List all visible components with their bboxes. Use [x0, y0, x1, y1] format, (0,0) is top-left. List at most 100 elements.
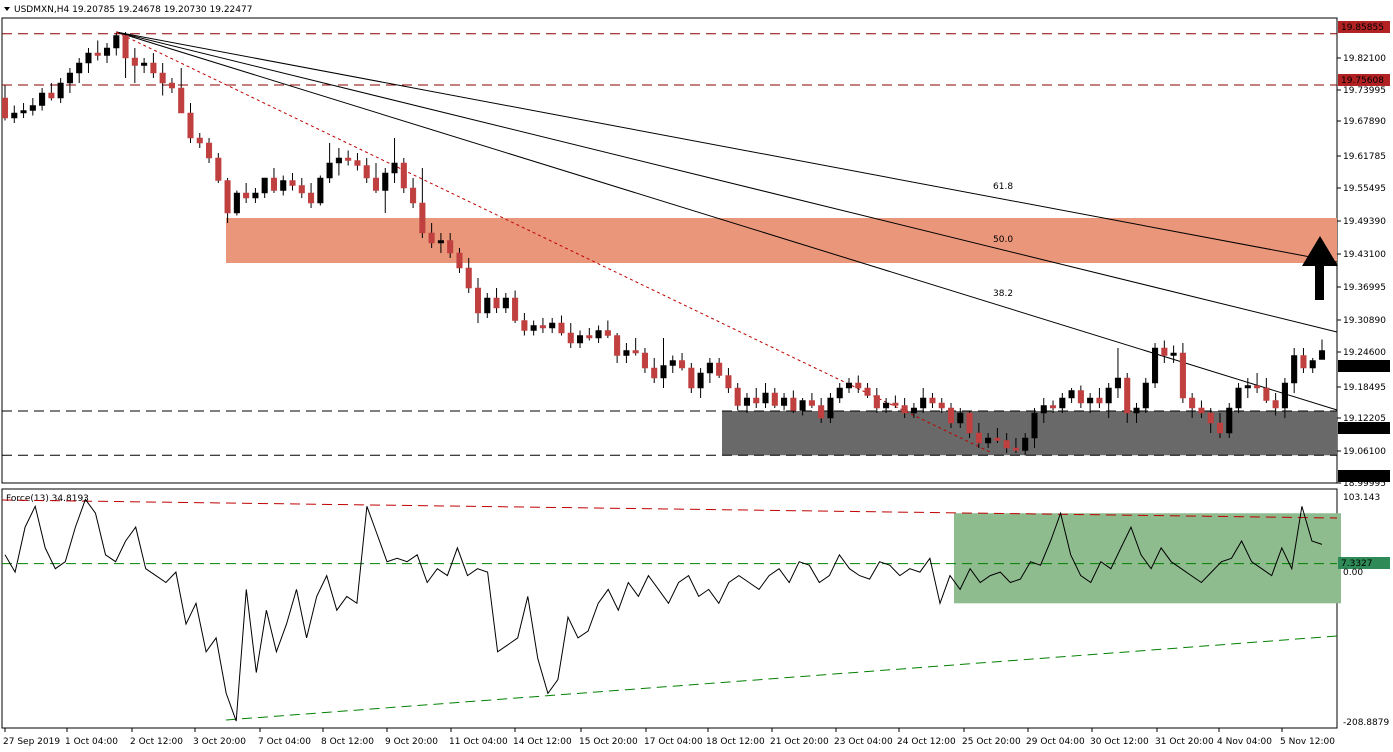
candle — [771, 392, 778, 406]
candle — [576, 335, 584, 344]
candle — [1077, 390, 1084, 404]
candle — [437, 240, 444, 244]
candle — [308, 192, 315, 204]
candle — [818, 405, 825, 419]
candle — [1087, 397, 1094, 404]
candle — [363, 165, 370, 179]
candle — [855, 382, 862, 389]
candle — [57, 82, 64, 99]
candle — [1263, 387, 1270, 401]
price-tick-label: 19.82100 — [1343, 54, 1386, 64]
price-tag — [1338, 470, 1390, 482]
candle — [725, 375, 732, 389]
candle — [76, 62, 83, 74]
candle — [1281, 382, 1288, 409]
candle — [966, 412, 973, 434]
candle — [113, 35, 120, 49]
candle — [679, 360, 686, 369]
candle — [1124, 377, 1131, 414]
price-tick-label: 18.99995 — [1343, 479, 1386, 489]
candle — [1114, 377, 1121, 389]
candle — [400, 162, 407, 189]
candle — [586, 335, 593, 339]
candle — [1207, 412, 1214, 424]
candle — [335, 157, 342, 164]
force-tick-label: 0.00 — [1343, 568, 1363, 578]
candle — [632, 350, 639, 354]
candle — [558, 322, 565, 334]
candle — [122, 35, 129, 59]
candle — [641, 352, 648, 369]
candle — [975, 432, 982, 444]
candle — [808, 400, 815, 406]
candle — [604, 330, 611, 336]
candle — [1235, 387, 1242, 409]
force-resistance-line — [1, 499, 1338, 519]
candle — [660, 365, 667, 379]
candle — [1059, 397, 1066, 409]
candle — [270, 177, 277, 191]
candle — [243, 192, 250, 199]
price-tag — [1338, 360, 1390, 372]
candle — [233, 192, 240, 214]
candle — [873, 395, 880, 409]
candle — [864, 387, 871, 396]
x-tick-label: 3 Oct 20:00 — [193, 737, 246, 747]
candle — [1179, 352, 1186, 399]
candle — [502, 297, 509, 309]
candle — [410, 187, 417, 204]
candle — [298, 185, 305, 194]
candle — [651, 367, 658, 379]
candle — [391, 162, 398, 174]
fib-fan-line — [116, 31, 1338, 263]
candle — [289, 180, 296, 186]
candle — [1096, 397, 1103, 404]
price-tick-label: 19.22477 — [1341, 362, 1384, 372]
candle — [845, 382, 853, 389]
candle — [1291, 355, 1298, 384]
candle — [465, 267, 472, 289]
candle — [743, 397, 751, 406]
price-tag — [1338, 21, 1390, 33]
x-tick-label: 11 Oct 04:00 — [449, 737, 508, 747]
candle — [168, 82, 175, 89]
candle — [836, 387, 843, 399]
candle — [1161, 347, 1168, 356]
candle — [716, 362, 723, 376]
candle — [706, 362, 713, 374]
candle — [428, 232, 435, 244]
candle — [224, 180, 231, 214]
candle — [1300, 355, 1307, 369]
candle — [252, 192, 259, 199]
candle — [1133, 407, 1140, 414]
candle — [1068, 390, 1075, 399]
candle — [753, 397, 760, 404]
candle — [920, 397, 927, 409]
candle — [1050, 405, 1057, 409]
price-tag — [1338, 74, 1390, 86]
x-tick-label: 1 Oct 04:00 — [65, 737, 118, 747]
price-tick-label: 19.01549 — [1341, 472, 1384, 482]
candle — [1244, 385, 1251, 389]
price-tick-label: 19.67890 — [1343, 117, 1386, 127]
x-tick-label: 24 Oct 12:00 — [897, 737, 956, 747]
candle — [512, 297, 519, 321]
candle — [48, 92, 55, 99]
x-tick-label: 7 Oct 04:00 — [258, 737, 311, 747]
candle — [493, 297, 500, 309]
candle — [447, 240, 454, 254]
x-tick-label: 30 Oct 12:00 — [1090, 737, 1149, 747]
candle — [66, 72, 73, 84]
candle — [947, 407, 955, 424]
candle — [1189, 397, 1196, 409]
candle — [261, 177, 268, 194]
x-tick-label: 31 Oct 20:00 — [1155, 737, 1214, 747]
candle — [317, 177, 324, 204]
candle — [1003, 440, 1010, 449]
price-tick-label: 19.43100 — [1343, 250, 1386, 260]
candle — [799, 400, 806, 411]
price-tag — [1338, 422, 1390, 434]
x-tick-label: 23 Oct 04:00 — [834, 737, 893, 747]
price-tick-label: 19.24600 — [1343, 348, 1386, 358]
